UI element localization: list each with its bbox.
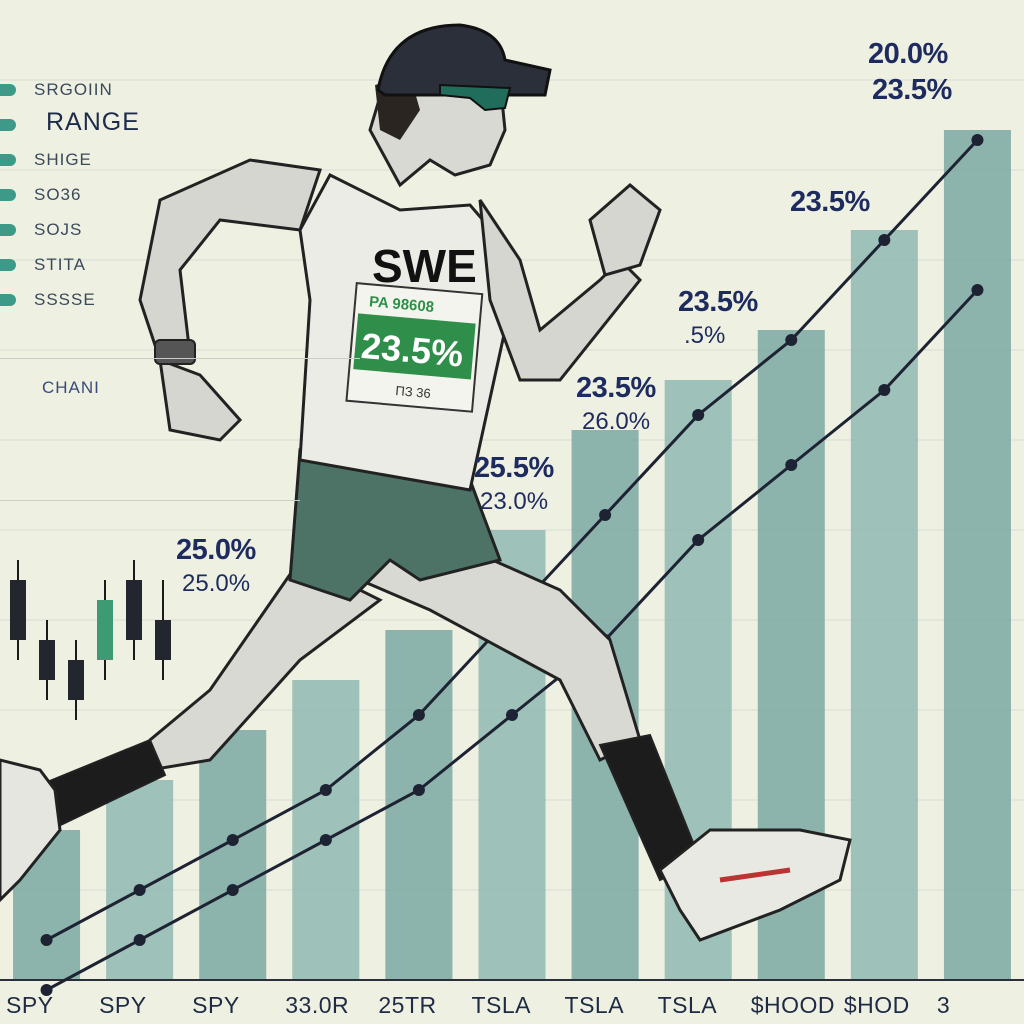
ann-2-primary: 25.5% <box>474 452 554 484</box>
legend-swatch <box>0 84 16 96</box>
x-tick-label: $HOD <box>843 992 910 1018</box>
legend-label: STITA <box>34 255 86 274</box>
trend-point <box>785 459 798 471</box>
ann-1-primary: 25.0% <box>176 534 256 566</box>
legend-item: SOJS <box>0 220 82 240</box>
bar <box>385 630 453 980</box>
x-tick-label: SPY <box>6 992 54 1018</box>
trend-point <box>319 834 332 846</box>
legend-item: SO36 <box>0 185 81 205</box>
legend-label: SSSSE <box>34 290 96 309</box>
runner-front-hand <box>588 183 662 277</box>
trend-point <box>971 134 984 146</box>
ann-4-primary: 23.5% <box>678 286 758 318</box>
x-tick-label: TSLA <box>657 992 718 1018</box>
trend-point <box>599 509 612 521</box>
legend-swatch <box>0 154 16 166</box>
bib-percent: 23.5% <box>360 325 465 375</box>
ann-3-primary: 23.5% <box>576 372 656 404</box>
x-tick-label: 33.0R <box>285 992 350 1018</box>
legend-label: SOJS <box>34 220 83 239</box>
trend-point <box>878 384 891 396</box>
runner-front-arm <box>478 199 643 382</box>
x-tick-label: SPY <box>192 992 240 1018</box>
legend-swatch <box>0 224 16 236</box>
ann-6-primary: 20.0% <box>868 38 948 70</box>
bar <box>199 730 267 980</box>
shirt-text: SWE <box>372 240 477 292</box>
ann-2-secondary: 23.0% <box>480 488 549 515</box>
trend-point <box>133 884 146 896</box>
x-tick-label: 25TR <box>378 992 437 1018</box>
bib-number: PA 98608 <box>368 293 434 316</box>
candle-body <box>68 660 84 700</box>
x-tick-label: 3 <box>936 992 951 1018</box>
candle-body <box>155 620 171 660</box>
trend-point <box>226 834 239 846</box>
bar <box>106 780 174 980</box>
watch-icon <box>154 339 196 365</box>
bar <box>850 230 918 980</box>
candle-body <box>10 580 26 640</box>
candle-body <box>126 580 142 640</box>
runner-back-leg <box>148 558 383 772</box>
candle-body <box>39 640 55 680</box>
legend-swatch <box>0 119 16 131</box>
runner-figure: SWE PA 98608 23.5% ПЗ 36 <box>0 23 852 942</box>
x-tick-label: SPY <box>99 992 147 1018</box>
legend-swatch <box>0 189 16 201</box>
x-tick-label: TSLA <box>564 992 625 1018</box>
runner-front-shoe <box>658 828 852 942</box>
trend-point <box>878 234 891 246</box>
legend-label: SO36 <box>34 185 82 204</box>
legend-item: SHIGE <box>0 150 92 170</box>
trend-point <box>692 534 705 546</box>
trend-point <box>506 709 518 721</box>
runner-back-hand <box>158 357 243 442</box>
bar <box>292 680 360 980</box>
trend-point <box>785 334 798 346</box>
legend-divider-bottom <box>0 500 300 501</box>
trend-point <box>412 709 425 721</box>
legend-label: SRGOIIN <box>34 80 113 99</box>
trend-point <box>971 284 984 296</box>
legend-label: SHIGE <box>34 150 92 169</box>
trend-point <box>319 784 332 796</box>
legend-divider-top <box>0 358 360 359</box>
candle-body <box>97 600 113 660</box>
legend-item: SYOLOE <box>0 115 110 135</box>
legend-swatch <box>0 259 16 271</box>
ann-4-secondary: .5% <box>684 322 726 349</box>
ann-1-secondary: 25.0% <box>182 570 251 597</box>
bib-footer: ПЗ 36 <box>395 383 431 401</box>
legend-item: SRGOIIN <box>0 80 113 100</box>
trend-point <box>40 934 53 946</box>
race-bib: PA 98608 23.5% ПЗ 36 <box>345 282 484 413</box>
ann-5-primary: 23.5% <box>790 186 870 218</box>
legend-item: STITA <box>0 255 86 275</box>
x-tick-label: TSLA <box>471 992 531 1018</box>
trend-point <box>692 409 705 421</box>
shoe-stripe <box>719 867 791 883</box>
x-tick-label: $HOOD <box>750 992 836 1018</box>
candlestick-cluster <box>10 560 171 720</box>
legend-item: SSSSE <box>0 290 96 310</box>
sunglasses-icon <box>439 83 512 112</box>
trend-point <box>40 984 53 996</box>
ann-6-secondary: 23.5% <box>872 74 952 106</box>
ann-3-secondary: 26.0% <box>582 408 651 435</box>
runner-back-shoe <box>0 758 62 903</box>
trend-point <box>133 934 146 946</box>
cap-icon <box>376 23 552 97</box>
bar <box>943 130 1011 980</box>
legend-swatch <box>0 294 16 306</box>
legend-footer: CHANI <box>42 378 100 397</box>
legend-title: RANGE <box>46 108 140 136</box>
trend-point <box>412 784 425 796</box>
trend-point <box>226 884 239 896</box>
